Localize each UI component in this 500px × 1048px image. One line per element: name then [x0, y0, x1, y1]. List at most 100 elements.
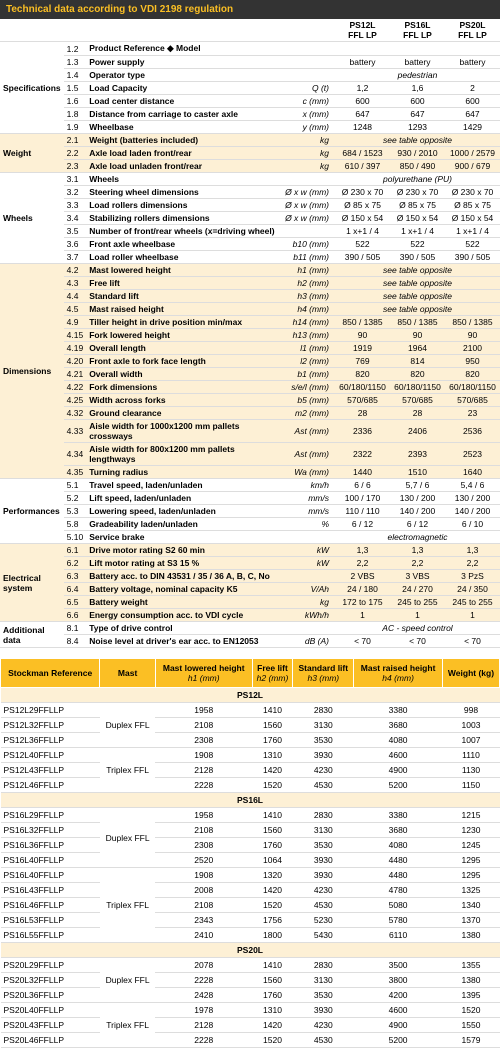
value-cell: 1520 [252, 1033, 293, 1048]
row-symbol: l1 (mm) [280, 342, 335, 355]
row-value: 24 / 350 [445, 583, 500, 596]
row-symbol: h4 (mm) [280, 303, 335, 316]
row-value: Ø 150 x 54 [390, 212, 445, 225]
header-title: Technical data according to VDI 2198 reg… [0, 0, 500, 19]
row-label: Ground clearance [86, 407, 280, 420]
value-cell: 3130 [293, 718, 354, 733]
row-label: Battery acc. to DIN 43531 / 35 / 36 A, B… [86, 570, 280, 583]
row-value: 172 to 175 [335, 596, 390, 609]
value-cell: 1550 [442, 1018, 499, 1033]
row-value: 1429 [445, 121, 500, 134]
ref-cell: PS12L36FFLLP [1, 733, 100, 748]
value-cell: 5430 [293, 928, 354, 943]
value-cell: 1410 [252, 958, 293, 973]
value-cell: 2830 [293, 958, 354, 973]
row-symbol: b10 (mm) [280, 238, 335, 251]
row-num: 6.5 [64, 596, 87, 609]
value-cell: 1310 [252, 748, 293, 763]
col-header: Free lifth2 (mm) [252, 659, 293, 688]
table-row: PS20L32FFLLP22281560313038001380 [1, 973, 500, 988]
value-cell: 1245 [442, 838, 499, 853]
row-value: 570/685 [445, 394, 500, 407]
value-cell: 1800 [252, 928, 293, 943]
row-num: 1.9 [64, 121, 87, 134]
value-cell: 2830 [293, 808, 354, 823]
row-symbol: Ø x w (mm) [280, 212, 335, 225]
row-symbol: h13 (mm) [280, 329, 335, 342]
row-label: Overall length [86, 342, 280, 355]
row-num: 1.4 [64, 69, 87, 82]
row-num: 4.2 [64, 264, 87, 277]
row-label: Battery voltage, nominal capacity K5 [86, 583, 280, 596]
col-header: Weight (kg) [442, 659, 499, 688]
row-value: 1293 [390, 121, 445, 134]
row-value: 610 / 397 [335, 160, 390, 173]
row-span-value: polyurethane (PU) [335, 173, 500, 186]
value-cell: 4080 [354, 838, 443, 853]
value-cell: 4530 [293, 778, 354, 793]
table-row: PS12L36FFLLP23081760353040801007 [1, 733, 500, 748]
row-num: 2.3 [64, 160, 87, 173]
row-value: 1,2 [335, 82, 390, 95]
row-value: 5,7 / 6 [390, 479, 445, 492]
value-cell: 2343 [155, 913, 252, 928]
ref-cell: PS16L29FFLLP [1, 808, 100, 823]
row-symbol: kW [280, 557, 335, 570]
value-cell: 1340 [442, 898, 499, 913]
value-cell: 1958 [155, 703, 252, 718]
row-value: 850 / 490 [390, 160, 445, 173]
mast-cell: Duplex FFL [100, 958, 156, 1003]
value-cell: 1215 [442, 808, 499, 823]
row-value: 1510 [390, 466, 445, 479]
row-label: Load Capacity [86, 82, 280, 95]
value-cell: 3500 [354, 958, 443, 973]
row-value: 600 [390, 95, 445, 108]
value-cell: 1978 [155, 1003, 252, 1018]
row-num: 6.2 [64, 557, 87, 570]
row-label: Wheels [86, 173, 280, 186]
category-cell: Dimensions [0, 264, 64, 479]
value-cell: 2108 [155, 898, 252, 913]
value-cell: 1520 [442, 1003, 499, 1018]
row-value: 1 [335, 609, 390, 622]
row-span-value: see table opposite [335, 303, 500, 316]
model-col: PS16LFFL LP [390, 19, 445, 42]
ref-cell: PS16L46FFLLP [1, 898, 100, 913]
ref-cell: PS20L43FFLLP [1, 1018, 100, 1033]
value-cell: 1230 [442, 823, 499, 838]
row-label: Tiller height in drive position min/max [86, 316, 280, 329]
row-label: Mast lowered height [86, 264, 280, 277]
row-value: 100 / 170 [335, 492, 390, 505]
row-value: 1 x+1 / 4 [335, 225, 390, 238]
row-label: Lowering speed, laden/unladen [86, 505, 280, 518]
ref-cell: PS16L43FFLLP [1, 883, 100, 898]
row-symbol: kWh/h [280, 609, 335, 622]
row-value: 2393 [390, 443, 445, 466]
row-span-value: pedestrian [335, 69, 500, 82]
value-cell: 1150 [442, 778, 499, 793]
table-row: PS12L32FFLLP21081560313036801003 [1, 718, 500, 733]
row-num: 4.3 [64, 277, 87, 290]
value-cell: 1760 [252, 733, 293, 748]
value-cell: 6110 [354, 928, 443, 943]
row-label: Number of front/rear wheels (x=driving w… [86, 225, 280, 238]
row-value: 950 [445, 355, 500, 368]
row-value: 1 x+1 / 4 [390, 225, 445, 238]
row-value: 647 [335, 108, 390, 121]
value-cell: 1380 [442, 928, 499, 943]
value-cell: 1007 [442, 733, 499, 748]
value-cell: 1395 [442, 988, 499, 1003]
row-num: 5.8 [64, 518, 87, 531]
row-label: Lift motor rating at S3 15 % [86, 557, 280, 570]
row-value: 2100 [445, 342, 500, 355]
row-value: 140 / 200 [445, 505, 500, 518]
value-cell: 1756 [252, 913, 293, 928]
row-value [390, 42, 445, 56]
row-num: 1.8 [64, 108, 87, 121]
row-symbol: b5 (mm) [280, 394, 335, 407]
value-cell: 1310 [252, 1003, 293, 1018]
mast-cell: Triplex FFL [100, 1003, 156, 1048]
value-cell: 1560 [252, 973, 293, 988]
ref-cell: PS12L32FFLLP [1, 718, 100, 733]
row-num: 4.9 [64, 316, 87, 329]
